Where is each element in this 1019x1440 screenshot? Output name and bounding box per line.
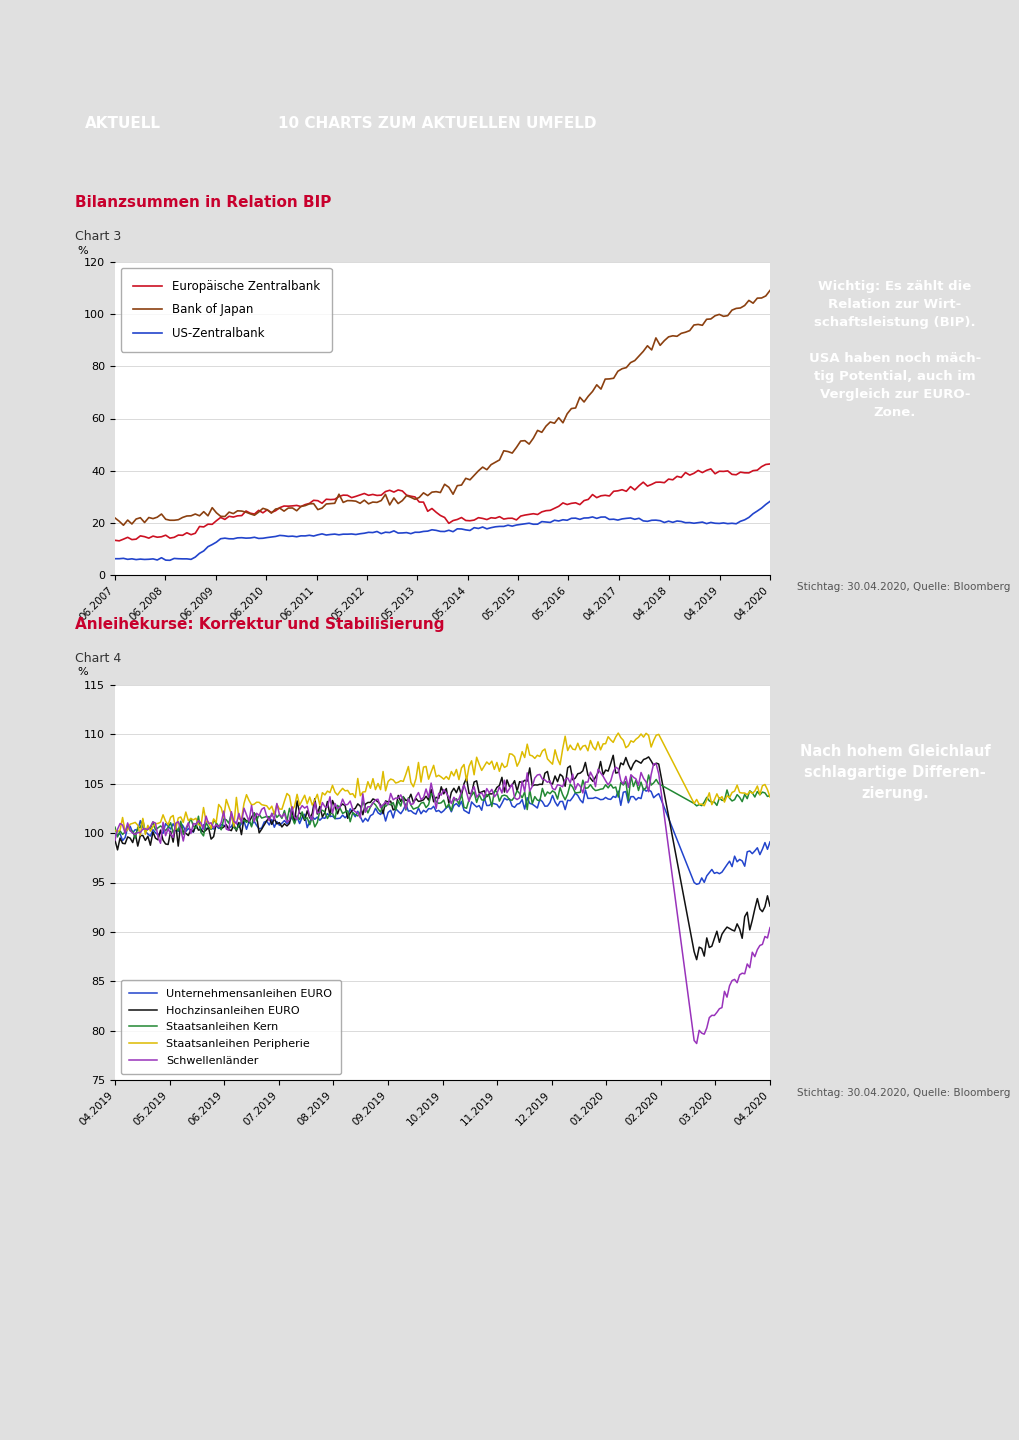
Staatsanleihen Peripherie bbox=[387, 772, 399, 789]
US-Zentralbank bbox=[566, 510, 578, 527]
Line: Staatsanleihen Peripherie: Staatsanleihen Peripherie bbox=[115, 733, 770, 835]
Staatsanleihen Peripherie bbox=[612, 724, 625, 742]
Schwellenländer bbox=[691, 1035, 703, 1053]
Bank of Japan bbox=[278, 503, 290, 520]
Hochzinsanleihen EURO bbox=[187, 824, 200, 841]
Bank of Japan bbox=[359, 491, 371, 508]
US-Zentralbank bbox=[278, 527, 290, 544]
Europäische Zentralbank bbox=[764, 455, 776, 472]
Europäische Zentralbank bbox=[278, 497, 290, 514]
Schwellenländer bbox=[187, 815, 200, 832]
US-Zentralbank bbox=[109, 550, 121, 567]
Bank of Japan bbox=[566, 400, 578, 418]
Staatsanleihen Kern bbox=[387, 793, 399, 811]
Bank of Japan bbox=[502, 444, 515, 461]
Hochzinsanleihen EURO bbox=[384, 792, 396, 809]
Europäische Zentralbank bbox=[359, 485, 371, 503]
Hochzinsanleihen EURO bbox=[764, 897, 776, 914]
Text: 10 CHARTS ZUM AKTUELLEN UMFELD: 10 CHARTS ZUM AKTUELLEN UMFELD bbox=[278, 117, 597, 131]
Staatsanleihen Kern bbox=[739, 786, 751, 804]
US-Zentralbank bbox=[383, 524, 395, 541]
Unternehmensanleihen EURO bbox=[384, 802, 396, 819]
Line: Bank of Japan: Bank of Japan bbox=[115, 291, 770, 526]
Line: US-Zentralbank: US-Zentralbank bbox=[115, 501, 770, 560]
Schwellenländer bbox=[638, 770, 650, 788]
Schwellenländer bbox=[382, 796, 394, 814]
US-Zentralbank bbox=[764, 492, 776, 510]
Unternehmensanleihen EURO bbox=[382, 804, 394, 821]
Line: Hochzinsanleihen EURO: Hochzinsanleihen EURO bbox=[115, 756, 770, 959]
US-Zentralbank bbox=[359, 524, 371, 541]
Line: Unternehmensanleihen EURO: Unternehmensanleihen EURO bbox=[115, 789, 770, 884]
Line: Schwellenländer: Schwellenländer bbox=[115, 763, 770, 1044]
Hochzinsanleihen EURO bbox=[203, 819, 215, 837]
Legend: Europäische Zentralbank, Bank of Japan, US-Zentralbank: Europäische Zentralbank, Bank of Japan, … bbox=[121, 268, 331, 351]
Hochzinsanleihen EURO bbox=[109, 831, 121, 848]
US-Zentralbank bbox=[164, 552, 176, 569]
Bank of Japan bbox=[117, 517, 129, 534]
Europäische Zentralbank bbox=[113, 533, 125, 550]
Unternehmensanleihen EURO bbox=[109, 827, 121, 844]
Legend: Unternehmensanleihen EURO, Hochzinsanleihen EURO, Staatsanleihen Kern, Staatsanl: Unternehmensanleihen EURO, Hochzinsanlei… bbox=[120, 981, 341, 1074]
Line: Staatsanleihen Kern: Staatsanleihen Kern bbox=[115, 775, 770, 838]
Text: Stichtag: 30.04.2020, Quelle: Bloomberg: Stichtag: 30.04.2020, Quelle: Bloomberg bbox=[797, 583, 1010, 592]
Text: Chart 3: Chart 3 bbox=[75, 230, 121, 243]
Bank of Japan bbox=[641, 337, 653, 354]
Text: %: % bbox=[77, 246, 88, 256]
Staatsanleihen Kern bbox=[205, 821, 217, 838]
Staatsanleihen Peripherie bbox=[135, 827, 147, 844]
Unternehmensanleihen EURO bbox=[739, 858, 751, 876]
Europäische Zentralbank bbox=[109, 531, 121, 549]
Hochzinsanleihen EURO bbox=[607, 747, 620, 765]
Europäische Zentralbank bbox=[641, 478, 653, 495]
US-Zentralbank bbox=[502, 517, 515, 534]
Staatsanleihen Peripherie bbox=[190, 809, 202, 827]
Bank of Japan bbox=[764, 282, 776, 300]
Staatsanleihen Peripherie bbox=[384, 770, 396, 788]
Staatsanleihen Peripherie bbox=[764, 789, 776, 806]
Staatsanleihen Kern bbox=[643, 766, 655, 783]
Staatsanleihen Kern bbox=[764, 786, 776, 804]
Text: AKTUELL: AKTUELL bbox=[85, 117, 161, 131]
Staatsanleihen Kern bbox=[109, 818, 121, 835]
US-Zentralbank bbox=[641, 513, 653, 530]
Hochzinsanleihen EURO bbox=[691, 950, 703, 968]
Text: Wichtig: Es zählt die
Relation zur Wirt-
schaftsleistung (BIP).

USA haben noch : Wichtig: Es zählt die Relation zur Wirt-… bbox=[809, 281, 981, 419]
Staatsanleihen Kern bbox=[129, 829, 142, 847]
Schwellenländer bbox=[109, 832, 121, 850]
Text: Nach hohem Gleichlauf
schlagartige Differen-
zierung.: Nach hohem Gleichlauf schlagartige Diffe… bbox=[800, 744, 990, 801]
Unternehmensanleihen EURO bbox=[691, 876, 703, 893]
Staatsanleihen Peripherie bbox=[643, 727, 655, 744]
Hochzinsanleihen EURO bbox=[382, 793, 394, 811]
Staatsanleihen Peripherie bbox=[205, 819, 217, 837]
Bank of Japan bbox=[109, 510, 121, 527]
Bank of Japan bbox=[383, 497, 395, 514]
Hochzinsanleihen EURO bbox=[640, 750, 652, 768]
Unternehmensanleihen EURO bbox=[640, 782, 652, 799]
Schwellenländer bbox=[203, 815, 215, 832]
Hochzinsanleihen EURO bbox=[739, 909, 751, 926]
Text: %: % bbox=[77, 667, 88, 677]
Unternehmensanleihen EURO bbox=[638, 780, 650, 798]
Europäische Zentralbank bbox=[502, 510, 515, 527]
Unternehmensanleihen EURO bbox=[187, 824, 200, 841]
Europäische Zentralbank bbox=[383, 481, 395, 498]
Text: Bilanzsummen in Relation BIP: Bilanzsummen in Relation BIP bbox=[75, 194, 331, 210]
Staatsanleihen Kern bbox=[640, 779, 652, 796]
Staatsanleihen Peripherie bbox=[109, 822, 121, 840]
Unternehmensanleihen EURO bbox=[203, 819, 215, 837]
Europäische Zentralbank bbox=[566, 495, 578, 513]
Schwellenländer bbox=[647, 755, 659, 772]
Staatsanleihen Kern bbox=[384, 796, 396, 814]
Line: Europäische Zentralbank: Europäische Zentralbank bbox=[115, 464, 770, 541]
Text: Anleihekurse: Korrektur und Stabilisierung: Anleihekurse: Korrektur und Stabilisieru… bbox=[75, 618, 444, 632]
Schwellenländer bbox=[764, 919, 776, 936]
Staatsanleihen Peripherie bbox=[739, 785, 751, 802]
Text: Chart 4: Chart 4 bbox=[75, 652, 121, 665]
Schwellenländer bbox=[739, 965, 751, 982]
Schwellenländer bbox=[384, 785, 396, 802]
Text: Stichtag: 30.04.2020, Quelle: Bloomberg: Stichtag: 30.04.2020, Quelle: Bloomberg bbox=[797, 1089, 1010, 1099]
Unternehmensanleihen EURO bbox=[764, 834, 776, 851]
Staatsanleihen Kern bbox=[190, 819, 202, 837]
